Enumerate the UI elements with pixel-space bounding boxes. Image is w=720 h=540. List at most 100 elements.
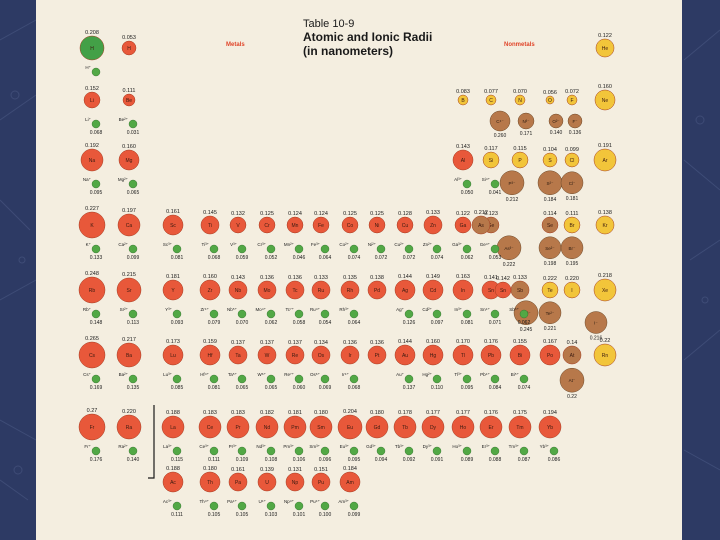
anion-6: Cl⁻ 0.181	[560, 171, 584, 202]
atom-radius-value: 0.125	[260, 211, 274, 217]
anion-circle	[538, 301, 562, 324]
atom-symbol: Rh	[347, 288, 354, 294]
cation-circle	[209, 374, 219, 384]
cation-circle	[404, 374, 414, 384]
atom-radius-value: 0.175	[513, 410, 527, 416]
atom-radius-value: 0.132	[231, 211, 245, 217]
atom-circle	[285, 472, 305, 492]
cation-53: Pr³⁺ 0.109	[229, 444, 249, 463]
atom-symbol: O	[548, 98, 552, 104]
atom-sb: Sb 0.133	[510, 275, 530, 300]
atom-radius-value: 0.111	[123, 88, 136, 94]
cation-radius-value: 0.072	[375, 255, 388, 261]
atom-symbol: Np	[292, 480, 299, 486]
cation-radius-value: 0.068	[90, 130, 103, 136]
atom-symbol: Hf	[208, 353, 214, 359]
atom-re: Re 0.137	[285, 340, 305, 365]
atom-circle	[337, 414, 363, 440]
cation-1: Li⁺ 0.068	[85, 117, 102, 136]
atom-radius-value: 0.122	[456, 211, 470, 217]
cation-radius-value: 0.064	[319, 255, 332, 261]
cation-28: Ru⁴⁺ 0.054	[310, 307, 332, 326]
cation-radius-value: 0.087	[518, 457, 531, 463]
atom-symbol: Ba	[126, 353, 132, 359]
atom-circle	[79, 35, 105, 61]
atom-radius-value: 0.173	[166, 339, 180, 345]
cation-circle	[294, 374, 304, 384]
cation-radius-value: 0.058	[293, 320, 306, 326]
cation-41: Re⁷⁺ 0.060	[284, 372, 305, 391]
atom-symbol: La	[170, 425, 176, 431]
atom-pb: Pb 0.176	[480, 339, 502, 366]
anion-circle	[489, 110, 511, 132]
cation-symbol: Zr⁴⁺	[200, 307, 209, 312]
atom-circle	[542, 152, 558, 168]
atom-mn: Mn 0.124	[286, 211, 304, 234]
atom-la: La 0.188	[161, 410, 185, 439]
atom-ag: Ag 0.144	[394, 274, 416, 301]
atom-hf: Hf 0.159	[199, 339, 221, 366]
atom-circle	[479, 415, 503, 439]
atom-tb: Tb 0.178	[393, 410, 417, 439]
atom-symbol: Po	[547, 353, 553, 359]
atom-symbol: Hg	[430, 353, 437, 359]
cation-70: Pu⁴⁺ 0.100	[310, 499, 331, 518]
cation-symbol: Ca²⁺	[118, 242, 128, 247]
cation-38: Hf⁴⁺ 0.081	[200, 372, 220, 391]
atom-hg: Hg 0.160	[422, 339, 444, 366]
cation-circle	[490, 374, 500, 384]
atom-ga: Ga 0.122	[454, 211, 472, 234]
atom-radius-value: 0.142	[496, 276, 510, 282]
atom-radius-value: 0.115	[513, 146, 526, 152]
cation-radius-value: 0.093	[171, 320, 184, 326]
atom-rn: Rn 0.22	[593, 338, 617, 367]
cation-symbol: Ba²⁺	[119, 372, 129, 377]
atom-circle	[285, 280, 305, 300]
anion-radius-value: 0.260	[494, 133, 507, 139]
cation-37: Lu³⁺ 0.085	[163, 372, 183, 391]
cation-symbol: Yb³⁺	[540, 444, 550, 449]
atom-kr: Kr 0.138	[595, 210, 615, 235]
atom-symbol: Pr	[236, 425, 241, 431]
cation-6: Si⁴⁺ 0.041	[482, 177, 502, 196]
atom-circle	[423, 215, 443, 235]
anion-symbol: Cl⁻	[569, 181, 576, 186]
atom-symbol: As	[478, 223, 484, 229]
cation-radius-value: 0.081	[171, 255, 184, 261]
atom-u: U 0.139	[257, 467, 277, 492]
cation-radius-value: 0.050	[461, 190, 474, 196]
atom-symbol: Lu	[170, 353, 176, 359]
cation-circle	[172, 309, 182, 319]
atom-symbol: Am	[346, 480, 354, 486]
cation-radius-value: 0.085	[171, 385, 184, 391]
anion-symbol: S²⁻	[547, 181, 555, 186]
atom-mg: Mg 0.160	[118, 144, 140, 171]
metals-label: Metals	[226, 42, 245, 48]
atom-li: Li 0.152	[83, 86, 101, 109]
atom-radius-value: 0.170	[456, 339, 470, 345]
cation-radius-value: 0.060	[293, 385, 306, 391]
atom-radius-value: 0.194	[543, 410, 557, 416]
cation-2: Be²⁺ 0.031	[119, 117, 140, 136]
cation-40: W⁶⁺ 0.065	[258, 372, 278, 391]
cation-60: Dy³⁺ 0.091	[423, 444, 444, 463]
cation-4: Mg²⁺ 0.065	[118, 177, 140, 196]
atom-radius-value: 0.180	[203, 466, 217, 472]
atom-layer: H 0.208 H 0.053 Li 0.152 Be 0.111 Na 0.192 Mg 0.160…	[78, 30, 617, 493]
cation-circle	[91, 179, 101, 189]
atom-circle	[199, 471, 221, 493]
cation-circle	[404, 446, 414, 456]
atom-symbol: Na	[89, 158, 96, 164]
anion-13: At⁻ 0.22	[559, 367, 585, 400]
anion-1: N³⁻ 0.171	[517, 112, 535, 137]
atom-circle	[421, 415, 445, 439]
atom-th: Th 0.180	[199, 466, 221, 493]
cation-symbol: Tm³⁺	[509, 444, 520, 449]
cation-circle	[490, 179, 500, 189]
cation-radius-value: 0.079	[208, 320, 221, 326]
atom-radius-value: 0.072	[565, 89, 579, 95]
atom-h: H 0.208	[79, 30, 105, 61]
atom-circle	[538, 415, 562, 439]
atom-radius-value: 0.27	[87, 408, 98, 414]
cation-circle	[172, 244, 182, 254]
